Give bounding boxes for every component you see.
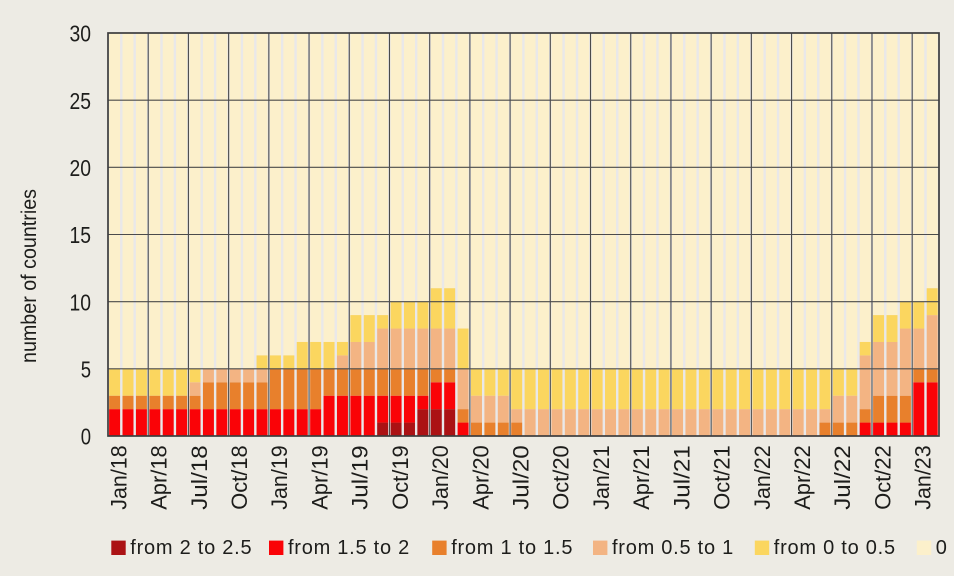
svg-text:Jan/21: Jan/21 — [589, 445, 614, 510]
svg-text:Apr/18: Apr/18 — [147, 445, 172, 510]
svg-text:Oct/19: Oct/19 — [388, 445, 413, 510]
svg-text:Jul/19: Jul/19 — [348, 445, 373, 510]
svg-text:from 1.5 to 2: from 1.5 to 2 — [288, 537, 410, 559]
svg-text:Oct/22: Oct/22 — [870, 445, 895, 510]
svg-text:from 2 to 2.5: from 2 to 2.5 — [130, 537, 252, 559]
svg-text:Jul/20: Jul/20 — [509, 445, 534, 510]
svg-text:0: 0 — [81, 424, 91, 450]
svg-text:Jul/21: Jul/21 — [669, 445, 694, 510]
svg-text:30: 30 — [70, 21, 92, 47]
svg-text:from 1 to 1.5: from 1 to 1.5 — [451, 537, 573, 559]
svg-text:20: 20 — [70, 155, 92, 181]
svg-text:Oct/18: Oct/18 — [227, 445, 252, 510]
svg-text:Jan/19: Jan/19 — [267, 445, 292, 510]
svg-text:Apr/19: Apr/19 — [307, 445, 332, 510]
svg-text:Apr/22: Apr/22 — [790, 445, 815, 510]
svg-text:Apr/20: Apr/20 — [468, 445, 493, 510]
svg-text:Jul/18: Jul/18 — [187, 445, 212, 510]
svg-text:Jan/22: Jan/22 — [750, 445, 775, 510]
svg-text:number of countries: number of countries — [18, 189, 41, 363]
svg-text:0: 0 — [936, 537, 948, 559]
svg-text:Jul/22: Jul/22 — [830, 445, 855, 510]
svg-text:Oct/20: Oct/20 — [549, 445, 574, 510]
svg-text:15: 15 — [70, 222, 92, 248]
svg-text:Oct/21: Oct/21 — [710, 445, 735, 510]
svg-text:from 0 to 0.5: from 0 to 0.5 — [774, 537, 896, 559]
svg-text:Jan/18: Jan/18 — [106, 445, 131, 510]
svg-text:Jan/20: Jan/20 — [428, 445, 453, 510]
svg-text:10: 10 — [70, 289, 92, 315]
svg-text:from 0.5 to 1: from 0.5 to 1 — [612, 537, 734, 559]
svg-text:Jan/23: Jan/23 — [911, 445, 936, 510]
svg-text:5: 5 — [81, 356, 91, 382]
svg-text:25: 25 — [70, 88, 92, 114]
svg-text:Apr/21: Apr/21 — [629, 445, 654, 510]
